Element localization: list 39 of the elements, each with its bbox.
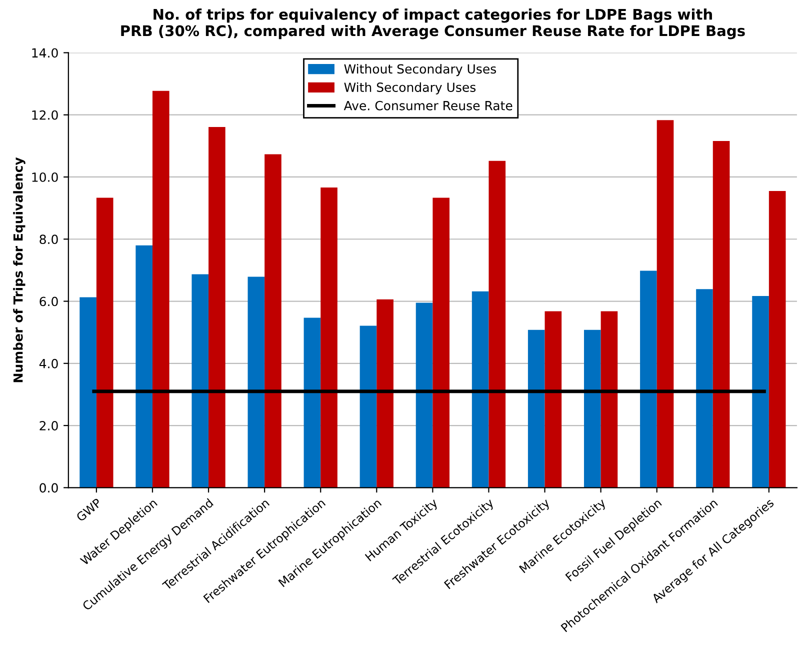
bar	[544, 311, 562, 488]
bar	[488, 160, 506, 488]
bar	[584, 330, 601, 488]
legend-label: Ave. Consumer Reuse Rate	[344, 100, 512, 110]
y-axis-title: Number of Trips for Equivalency	[13, 157, 26, 382]
bar	[248, 276, 265, 488]
bar	[376, 299, 394, 488]
legend-label: Without Secondary Uses	[344, 64, 496, 76]
y-tick-label: 6.0	[40, 296, 58, 306]
bar	[304, 318, 321, 488]
legend-label: With Secondary Uses	[344, 82, 476, 94]
bar	[360, 326, 377, 488]
bar	[136, 245, 152, 488]
bar	[96, 198, 114, 488]
y-tick-label: 12.0	[32, 110, 58, 120]
y-tick-label: 8.0	[40, 234, 58, 244]
bar	[432, 198, 450, 488]
y-tick-label: 4.0	[39, 358, 58, 368]
bar	[600, 311, 618, 488]
bar	[320, 188, 338, 488]
y-tick-label: 14.0	[32, 48, 58, 58]
bar	[208, 126, 226, 488]
bar	[192, 274, 209, 488]
bar	[264, 154, 282, 488]
y-tick-label: 0.0	[40, 483, 58, 493]
bar	[152, 90, 170, 488]
bar	[528, 330, 545, 488]
bar	[416, 302, 433, 488]
bar	[640, 270, 657, 488]
bar	[768, 190, 786, 488]
bar	[472, 291, 489, 488]
bar	[696, 289, 713, 488]
chart-title: No. of trips for equivalency of impact categories for LDPE Bags with PRB (30% RC), compared with Average Consumer Reuse Rate for LDPE Bags	[121, 8, 745, 40]
bar	[80, 297, 96, 488]
bar	[656, 120, 674, 488]
bar	[752, 296, 769, 488]
y-tick-label: 10.0	[32, 172, 58, 182]
bar	[712, 140, 730, 488]
y-tick-label: 2.0	[40, 420, 58, 430]
